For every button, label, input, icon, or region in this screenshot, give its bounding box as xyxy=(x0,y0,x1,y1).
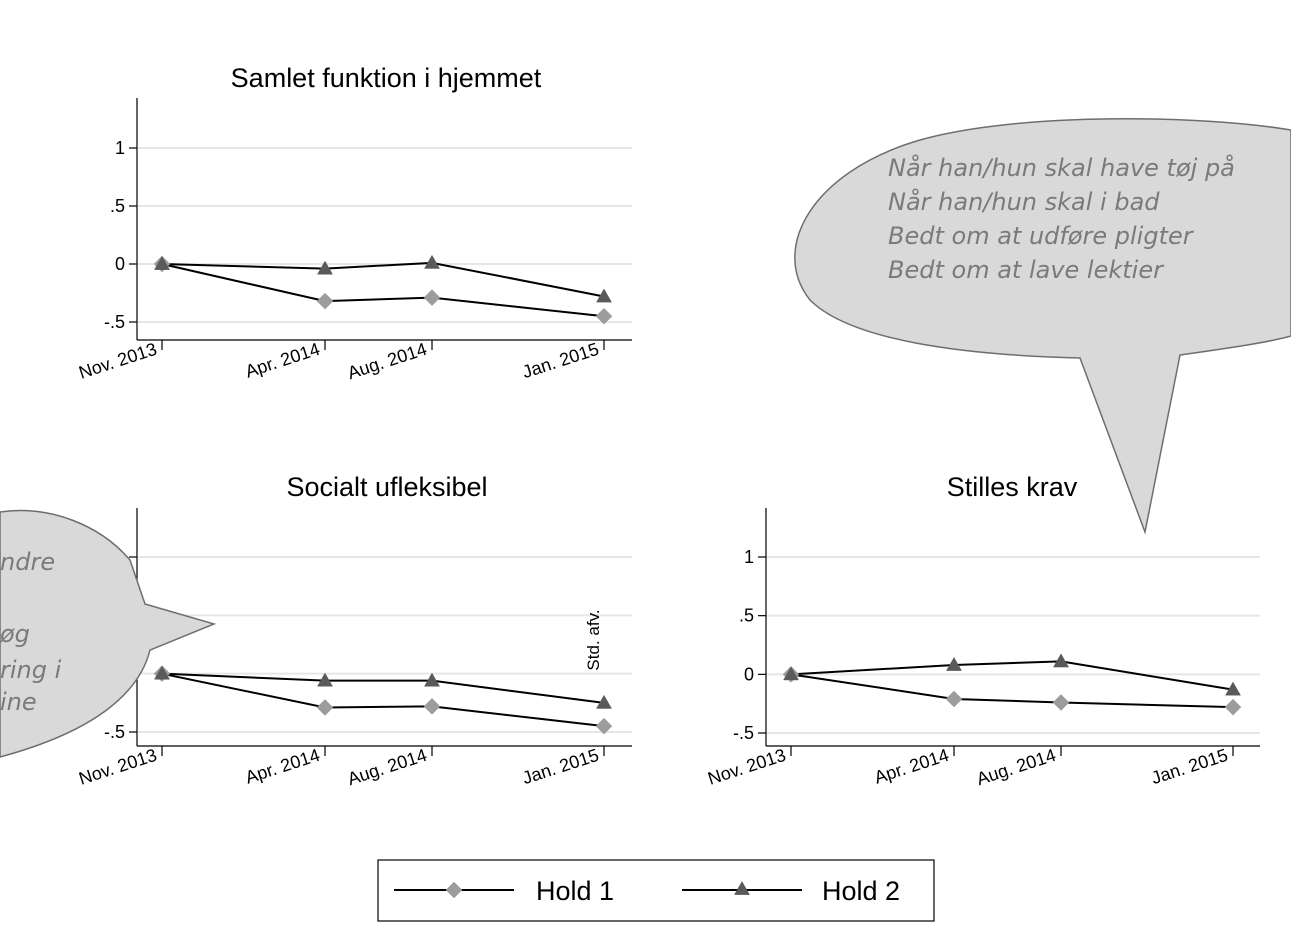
data-point xyxy=(154,665,170,680)
callout-text-line: Bedt om at lave lektier xyxy=(888,256,1165,284)
data-point xyxy=(154,255,170,270)
legend: Hold 1 Hold 2 xyxy=(377,859,935,922)
y-axis-title: Std. afv. xyxy=(584,609,603,670)
data-point xyxy=(596,288,612,303)
panel-title: Stilles krav xyxy=(947,472,1078,502)
callout-text-line: Når han/hun skal have tøj på xyxy=(888,153,1235,182)
callout-text-line: ine xyxy=(0,688,37,716)
y-tick-label: .5 xyxy=(110,196,125,216)
data-point xyxy=(424,254,440,269)
series-line-2 xyxy=(161,672,605,704)
data-point xyxy=(783,666,799,681)
panel-title: Samlet funktion i hjemmet xyxy=(231,63,542,93)
callout-text-line: Bedt om at udføre pligter xyxy=(888,222,1195,250)
data-point xyxy=(946,656,962,671)
data-point xyxy=(317,260,333,275)
data-point xyxy=(316,292,334,310)
legend-marker-hold-2 xyxy=(734,880,750,895)
y-tick-label: -.5 xyxy=(733,723,754,743)
callout-bubble xyxy=(0,509,217,758)
data-point xyxy=(595,307,613,325)
callout-bubble xyxy=(794,118,1291,535)
data-point xyxy=(596,694,612,709)
callout-1: Når han/hun skal have tøj på Når han/hun … xyxy=(794,118,1291,535)
speech-callouts: Når han/hun skal have tøj på Når han/hun … xyxy=(0,118,1291,758)
y-tick-label: 0 xyxy=(115,254,125,274)
y-tick-label: -.5 xyxy=(104,722,125,742)
y-tick-label: .5 xyxy=(739,606,754,626)
legend-label-hold-1: Hold 1 xyxy=(536,876,614,906)
data-point xyxy=(945,690,963,708)
legend-label-hold-2: Hold 2 xyxy=(822,876,900,906)
panel-title: Socialt ufleksibel xyxy=(286,472,487,502)
callout-text-line: øg xyxy=(0,620,30,648)
series-line-2 xyxy=(790,660,1234,691)
legend-marker-hold-1 xyxy=(445,881,463,899)
y-tick-label: 1 xyxy=(115,138,125,158)
y-tick-label: 0 xyxy=(744,664,754,684)
data-point xyxy=(424,672,440,687)
data-point xyxy=(595,717,613,735)
series-line-1 xyxy=(790,673,1234,709)
data-point xyxy=(1225,681,1241,696)
data-point xyxy=(1224,698,1242,716)
series-line-1 xyxy=(161,263,605,318)
callout-2: ndre øg ring i ine xyxy=(0,509,217,758)
y-tick-label: 1 xyxy=(744,547,754,567)
data-point xyxy=(316,699,334,716)
data-point xyxy=(1053,653,1069,668)
data-point xyxy=(317,672,333,687)
series-line-2 xyxy=(161,261,605,298)
y-tick-label: -.5 xyxy=(104,312,125,332)
data-point xyxy=(423,289,441,306)
callout-text-line: Når han/hun skal i bad xyxy=(888,187,1160,216)
data-point xyxy=(1052,694,1070,711)
series-line-1 xyxy=(161,672,605,728)
callout-text-line: ndre xyxy=(0,548,55,576)
callout-text-line: ring i xyxy=(0,656,62,684)
data-point xyxy=(423,697,441,715)
